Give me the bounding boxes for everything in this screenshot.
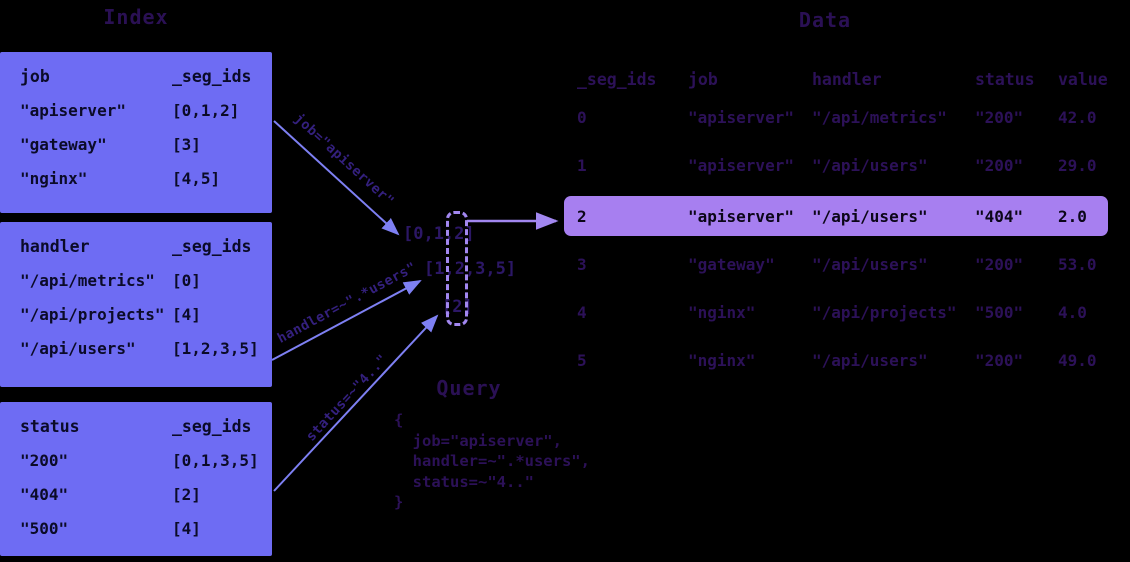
cell-handler: "/api/users" (812, 206, 928, 226)
index-entry: "/api/projects" [4] (20, 304, 272, 325)
cell-handler: "/api/metrics" (812, 107, 947, 127)
cell-status: "404" (975, 206, 1024, 226)
cell-value: 4.0 (1058, 302, 1087, 322)
posting-list-handler: [1,2,3,5] (424, 259, 517, 279)
data-row-4: 4 "nginx" "/api/projects" "500" 4.0 (564, 292, 1108, 332)
data-table-header-row: _seg_ids job handler status value (564, 59, 1108, 99)
cell-value: 2.0 (1058, 206, 1087, 226)
column-header-handler: handler (20, 237, 90, 256)
arrow-label-handler-filter: handler=~".*users" (274, 259, 420, 347)
index-entry: "apiserver" [0,1,2] (20, 100, 272, 121)
index-key: "nginx" (20, 169, 88, 188)
arrow-label-status-filter: status=~"4.." (303, 351, 391, 445)
index-seg-ids: [0] (172, 271, 201, 290)
column-header-value: value (1058, 69, 1108, 89)
cell-status: "200" (975, 107, 1024, 127)
index-table-job: job _seg_ids "apiserver" [0,1,2] "gatewa… (0, 52, 272, 213)
query-code-block: { job="apiserver", handler=~".*users", s… (394, 410, 590, 513)
index-seg-ids: [3] (172, 135, 201, 154)
query-line: handler=~".*users", (394, 452, 590, 470)
cell-status: "200" (975, 254, 1024, 274)
query-line: status=~"4.." (394, 472, 534, 491)
index-key: "200" (20, 451, 69, 470)
cell-value: 49.0 (1058, 350, 1097, 370)
query-line: } (394, 493, 404, 511)
cell-seg-id: 0 (577, 107, 587, 127)
arrow-job-to-list (273, 120, 400, 236)
column-header-seg-ids: _seg_ids (172, 237, 252, 256)
index-table-header: job _seg_ids (20, 66, 272, 87)
cell-job: "nginx" (688, 350, 756, 370)
cell-job: "nginx" (688, 302, 756, 322)
cell-handler: "/api/users" (812, 155, 928, 175)
index-key: "500" (20, 519, 69, 538)
index-seg-ids: [0,1,2] (172, 101, 240, 120)
cell-handler: "/api/users" (812, 350, 928, 370)
posting-list-job: [0,1,2] (403, 224, 475, 244)
index-seg-ids: [4] (172, 519, 201, 538)
cell-value: 53.0 (1058, 254, 1097, 274)
cell-seg-id: 3 (577, 254, 587, 274)
query-line: job="apiserver", (394, 431, 562, 450)
index-key: "apiserver" (20, 101, 126, 120)
query-line: { (394, 411, 404, 429)
index-entry: "/api/users" [1,2,3,5] (20, 338, 272, 359)
index-table-handler: handler _seg_ids "/api/metrics" [0] "/ap… (0, 222, 272, 387)
data-row-0: 0 "apiserver" "/api/metrics" "200" 42.0 (564, 97, 1108, 137)
index-table-header: handler _seg_ids (20, 236, 272, 257)
arrow-handler-to-list (271, 280, 422, 361)
cell-value: 42.0 (1058, 107, 1097, 127)
index-key: "404" (20, 485, 69, 504)
index-seg-ids: [4] (172, 305, 201, 324)
cell-seg-id: 1 (577, 155, 587, 175)
data-row-1: 1 "apiserver" "/api/users" "200" 29.0 (564, 145, 1108, 185)
cell-status: "200" (975, 350, 1024, 370)
column-header-seg-ids: _seg_ids (172, 67, 252, 86)
index-key: "gateway" (20, 135, 107, 154)
cell-status: "500" (975, 302, 1024, 322)
cell-handler: "/api/projects" (812, 302, 957, 322)
cell-status: "200" (975, 155, 1024, 175)
data-row-5: 5 "nginx" "/api/users" "200" 49.0 (564, 340, 1108, 380)
data-row-2-highlighted: 2 "apiserver" "/api/users" "404" 2.0 (564, 196, 1108, 236)
index-table-status: status _seg_ids "200" [0,1,3,5] "404" [2… (0, 402, 272, 556)
index-entry: "nginx" [4,5] (20, 168, 272, 189)
index-entry: "/api/metrics" [0] (20, 270, 272, 291)
query-section-title: Query (436, 376, 502, 400)
column-header-status: status (975, 69, 1035, 89)
column-header-seg-ids: _seg_ids (577, 69, 657, 89)
index-entry: "404" [2] (20, 484, 272, 505)
column-header-job: job (20, 67, 50, 86)
cell-job: "gateway" (688, 254, 775, 274)
cell-handler: "/api/users" (812, 254, 928, 274)
index-entry: "500" [4] (20, 518, 272, 539)
index-key: "/api/projects" (20, 305, 165, 324)
index-seg-ids: [2] (172, 485, 201, 504)
index-entry: "200" [0,1,3,5] (20, 450, 272, 471)
cell-value: 29.0 (1058, 155, 1097, 175)
index-seg-ids: [4,5] (172, 169, 221, 188)
column-header-seg-ids: _seg_ids (172, 417, 252, 436)
intersection-highlight-box (446, 211, 468, 326)
cell-job: "apiserver" (688, 155, 794, 175)
index-seg-ids: [0,1,3,5] (172, 451, 259, 470)
cell-seg-id: 5 (577, 350, 587, 370)
arrow-label-job-filter: job="apiserver" (290, 110, 398, 210)
index-entry: "gateway" [3] (20, 134, 272, 155)
index-table-header: status _seg_ids (20, 416, 272, 437)
column-header-status: status (20, 417, 80, 436)
index-seg-ids: [1,2,3,5] (172, 339, 259, 358)
column-header-handler: handler (812, 69, 882, 89)
index-key: "/api/users" (20, 339, 136, 358)
cell-job: "apiserver" (688, 206, 794, 226)
column-header-job: job (688, 69, 718, 89)
index-section-title: Index (103, 5, 169, 29)
cell-seg-id: 4 (577, 302, 587, 322)
cell-seg-id: 2 (577, 206, 587, 226)
data-section-title: Data (798, 8, 852, 32)
data-row-3: 3 "gateway" "/api/users" "200" 53.0 (564, 244, 1108, 284)
index-key: "/api/metrics" (20, 271, 155, 290)
cell-job: "apiserver" (688, 107, 794, 127)
